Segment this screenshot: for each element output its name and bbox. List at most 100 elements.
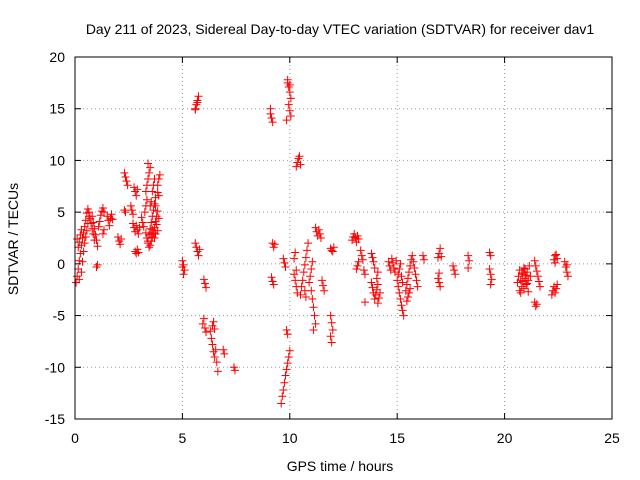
data-point [213, 367, 222, 376]
data-point [435, 269, 444, 278]
data-point [465, 256, 474, 265]
data-point [296, 290, 305, 299]
data-point [209, 317, 218, 326]
data-point [94, 222, 103, 231]
data-point [126, 201, 135, 210]
data-point [290, 254, 299, 263]
y-tick-label: 5 [57, 204, 65, 220]
data-point [518, 277, 527, 286]
data-point [309, 303, 318, 312]
data-point [295, 152, 304, 161]
data-point [372, 274, 381, 283]
data-point [281, 371, 290, 380]
data-point [403, 274, 412, 283]
data-point [314, 225, 323, 234]
data-point [141, 228, 150, 237]
data-point [116, 240, 125, 249]
data-point [108, 215, 117, 224]
data-point [395, 265, 404, 274]
data-point [373, 268, 382, 277]
data-point [292, 162, 301, 171]
data-point [434, 274, 443, 283]
data-point [418, 251, 427, 260]
data-point [113, 232, 122, 241]
data-point [77, 225, 86, 234]
data-point [121, 172, 130, 181]
data-point [309, 326, 318, 335]
data-point [437, 252, 446, 261]
data-point [89, 229, 98, 238]
data-point [202, 283, 211, 292]
data-point [315, 229, 324, 238]
data-point [98, 204, 107, 213]
data-point [268, 239, 277, 248]
data-point [524, 287, 533, 296]
data-point [373, 299, 382, 308]
data-point [150, 199, 159, 208]
data-point [405, 268, 414, 277]
data-point [79, 247, 88, 256]
data-point [140, 208, 149, 217]
data-point [120, 206, 129, 215]
data-point [267, 273, 276, 282]
x-tick-label: 20 [497, 430, 513, 446]
data-point [154, 175, 163, 184]
data-point [551, 258, 560, 267]
data-point [291, 248, 300, 257]
data-point [195, 245, 204, 254]
y-tick-label: -15 [45, 411, 65, 427]
data-point [75, 275, 84, 284]
data-point [191, 105, 200, 114]
data-point [131, 227, 140, 236]
data-point [402, 297, 411, 306]
data-point [92, 236, 101, 245]
data-point [411, 270, 420, 279]
data-point [290, 270, 299, 279]
data-point [518, 270, 527, 279]
data-point [78, 257, 87, 266]
data-point [403, 292, 412, 301]
data-point [301, 292, 310, 301]
data-point [394, 282, 403, 291]
data-point [208, 340, 217, 349]
data-point [285, 106, 294, 115]
data-point [412, 276, 421, 285]
data-point [284, 100, 293, 109]
data-point [311, 319, 320, 328]
data-point [399, 311, 408, 320]
data-point [117, 235, 126, 244]
data-point [281, 262, 290, 271]
data-point [200, 323, 209, 332]
data-point [231, 366, 240, 375]
data-point [293, 288, 302, 297]
data-point [523, 279, 532, 288]
data-point [266, 104, 275, 113]
data-point [283, 359, 292, 368]
data-point [386, 266, 395, 275]
data-point [150, 234, 159, 242]
data-point [359, 266, 368, 275]
data-point [532, 300, 541, 309]
data-point [153, 207, 162, 216]
data-point [282, 365, 291, 374]
data-point [391, 268, 400, 277]
data-point [311, 223, 320, 232]
data-point [326, 311, 335, 320]
data-point [93, 260, 102, 269]
data-point [307, 286, 316, 295]
data-point [405, 288, 414, 297]
data-point [517, 282, 526, 291]
data-point [285, 88, 294, 97]
data-point [133, 185, 142, 194]
data-point [144, 239, 153, 248]
data-point [435, 278, 444, 287]
data-point [199, 275, 208, 284]
data-point [98, 229, 107, 238]
data-point [199, 314, 208, 323]
data-point [367, 249, 376, 258]
data-point [301, 253, 310, 262]
data-point [93, 242, 102, 251]
data-point [553, 280, 562, 289]
data-point [104, 216, 113, 225]
